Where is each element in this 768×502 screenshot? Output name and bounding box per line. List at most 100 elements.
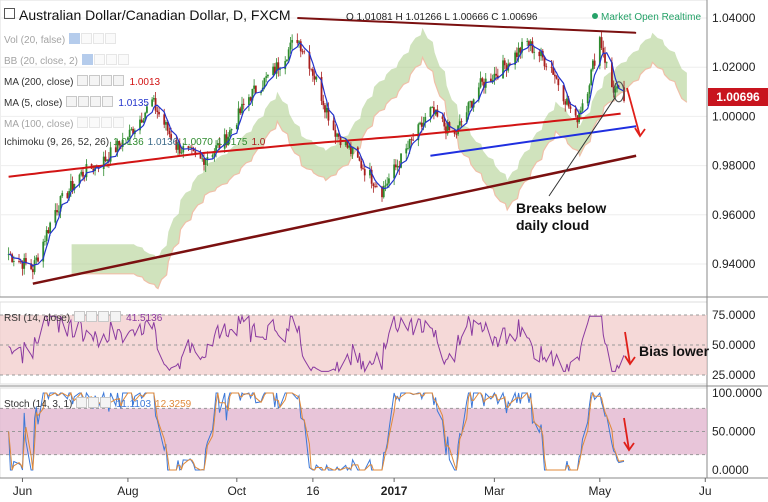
indicator-buttons[interactable]: [77, 117, 125, 131]
candle-body: [42, 241, 45, 262]
candle-body: [296, 39, 299, 43]
candle-body: [605, 62, 608, 64]
candle-body: [47, 230, 50, 234]
candle-body: [443, 118, 446, 127]
candle-body: [132, 128, 135, 135]
candle-body: [142, 120, 145, 123]
indicator-buttons[interactable]: [74, 311, 122, 325]
candle-body: [384, 185, 387, 187]
indicator-ichimoku[interactable]: Ichimoku (9, 26, 52, 26) 1.0136 1.0136 1.00…: [4, 137, 266, 148]
stoch-down-arrow: [623, 417, 630, 451]
candle-body: [517, 47, 520, 58]
indicator-buttons[interactable]: [76, 397, 112, 411]
indicator-bb[interactable]: BB (20, close, 2): [4, 54, 130, 68]
candle-body: [225, 134, 228, 146]
support-trendline: [32, 154, 637, 285]
candle-body: [346, 140, 349, 148]
rsi-tick-label: 50.0000: [712, 338, 756, 352]
candle-body: [187, 146, 190, 149]
resistance-trendline: [297, 17, 637, 34]
candle-body: [503, 60, 506, 66]
candle-body: [151, 99, 154, 107]
indicator-lines: [8, 17, 646, 472]
indicator-ma5[interactable]: MA (5, close) 1.0135: [4, 96, 149, 110]
candle-body: [158, 112, 160, 115]
candle-body: [400, 153, 402, 168]
price-tick-label: 0.94000: [712, 257, 756, 271]
candle-body: [529, 41, 532, 46]
collapse-icon[interactable]: [4, 8, 15, 19]
candle-body: [458, 121, 461, 126]
indicator-buttons[interactable]: [77, 75, 125, 89]
candle-body: [552, 67, 555, 75]
blue-trendline: [430, 125, 637, 157]
candle-body: [436, 109, 439, 117]
candle-body: [477, 87, 480, 100]
indicator-buttons[interactable]: [81, 54, 130, 68]
stoch-k-value: 11.1103: [116, 399, 152, 410]
candle-body: [289, 42, 292, 50]
candle-body: [446, 122, 449, 134]
candle-body: [284, 61, 287, 70]
candle-body: [590, 69, 593, 86]
candle-body: [211, 155, 214, 158]
x-tick-label: Oct: [227, 484, 246, 498]
candle-body: [235, 124, 238, 130]
price-tick-label: 0.96000: [712, 208, 756, 222]
candle-body: [564, 101, 567, 105]
candle-body: [303, 51, 306, 53]
indicator-vol[interactable]: Vol (20, false): [4, 33, 117, 47]
candle-body: [301, 51, 304, 53]
candle-body: [455, 133, 458, 135]
candle-body: [502, 60, 504, 79]
candle-body: [215, 145, 217, 152]
candle-body: [298, 41, 300, 43]
candle-body: [445, 126, 447, 134]
candle-body: [45, 230, 48, 242]
candle-body: [407, 148, 409, 149]
candle-body: [154, 98, 157, 111]
ohlc-readout: O 1.01081 H 1.01266 L 1.00666 C 1.00696: [346, 12, 538, 23]
candle-body: [351, 147, 354, 154]
candle-body: [586, 93, 589, 104]
x-tick-label: Mar: [484, 484, 505, 498]
candle-body: [31, 269, 34, 273]
candle-body: [348, 145, 351, 148]
annotation-pointer: [548, 97, 616, 197]
candle-body: [514, 52, 517, 65]
candle-body: [334, 130, 337, 137]
x-tick-label: 2017: [381, 484, 408, 498]
candle-body: [543, 57, 546, 67]
indicator-buttons[interactable]: [66, 96, 114, 110]
candle-body: [398, 166, 401, 168]
candle-body: [168, 130, 171, 135]
candle-body: [369, 169, 371, 176]
candle-body: [94, 165, 96, 171]
axes: 1.04000 1.02000 1.00000 0.98000 0.96000 0.940…: [13, 11, 763, 498]
candle-body: [422, 122, 425, 127]
breaks-annotation: Breaks below daily cloud: [516, 200, 607, 233]
candle-body: [372, 183, 375, 187]
candle-body: [469, 101, 472, 103]
indicator-buttons[interactable]: [69, 33, 117, 47]
rsi-legend[interactable]: RSI (14, close) 41.5136: [4, 311, 163, 325]
candle-body: [581, 103, 584, 111]
candle-body: [66, 193, 69, 199]
candle-body: [419, 122, 421, 125]
candle-body: [394, 164, 397, 168]
candle-body: [140, 119, 143, 123]
candle-body: [344, 140, 347, 146]
stoch-legend[interactable]: Stoch (14, 3, 1) 11.1103 12.3259: [4, 397, 192, 411]
indicator-ma200[interactable]: MA (200, close) 1.0013: [4, 75, 161, 89]
candle-body: [533, 51, 536, 53]
candle-body: [23, 258, 26, 269]
rsi-tick-label: 25.0000: [712, 368, 756, 382]
chart-title[interactable]: Australian Dollar/Canadian Dollar, D, FX…: [4, 7, 291, 23]
candle-body: [569, 106, 572, 109]
ma200-line: [8, 112, 621, 178]
indicator-ma100[interactable]: MA (100, close): [4, 117, 125, 131]
candle-body: [471, 101, 473, 108]
candle-body: [30, 263, 33, 270]
candle-body: [277, 62, 280, 70]
candle-body: [230, 129, 233, 131]
